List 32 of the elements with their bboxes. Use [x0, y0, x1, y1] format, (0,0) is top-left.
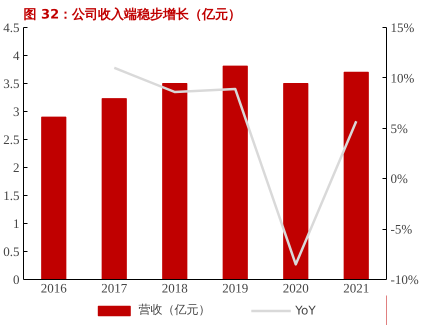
legend-label: YoY: [295, 303, 316, 317]
bar: [102, 98, 127, 280]
x-tick-label: 2021: [343, 280, 370, 296]
y-tick-label: 3: [13, 104, 20, 119]
y2-tick-label: 15%: [390, 20, 414, 35]
y-tick-label: 0.5: [3, 244, 20, 259]
y-tick-label: 2.5: [3, 132, 20, 147]
x-tick-label: 2018: [162, 280, 188, 296]
line-series: [113, 66, 358, 266]
y-tick-label: 1.5: [3, 188, 20, 203]
bar: [162, 83, 188, 280]
y-tick-label: 4: [13, 48, 20, 63]
y2-tick-label: 5%: [390, 120, 408, 136]
y2-tick-label: 0%: [390, 171, 408, 186]
y-tick-label: 4.5: [3, 20, 20, 35]
y-tick-label: 1: [13, 216, 20, 231]
legend-label: 营收（亿元）: [138, 302, 210, 318]
y-tick-label: 3.5: [3, 76, 20, 91]
y-tick-label: 0: [13, 272, 20, 287]
chart-title: 图 32：公司收入端稳步增长（亿元）: [24, 6, 242, 22]
x-tick-label: 2019: [222, 280, 248, 296]
bar: [283, 83, 308, 280]
bar: [222, 66, 248, 280]
x-tick-label: 2016: [40, 280, 68, 296]
x-tick-label: 2017: [101, 280, 128, 296]
y2-tick-label: 10%: [390, 70, 414, 86]
y2-tick-label: -10%: [390, 272, 419, 287]
x-tick-label: 2020: [282, 280, 309, 296]
bar: [344, 72, 369, 280]
bar: [41, 116, 66, 280]
y2-tick-label: -5%: [390, 222, 412, 237]
y-tick-label: 2: [13, 160, 20, 175]
